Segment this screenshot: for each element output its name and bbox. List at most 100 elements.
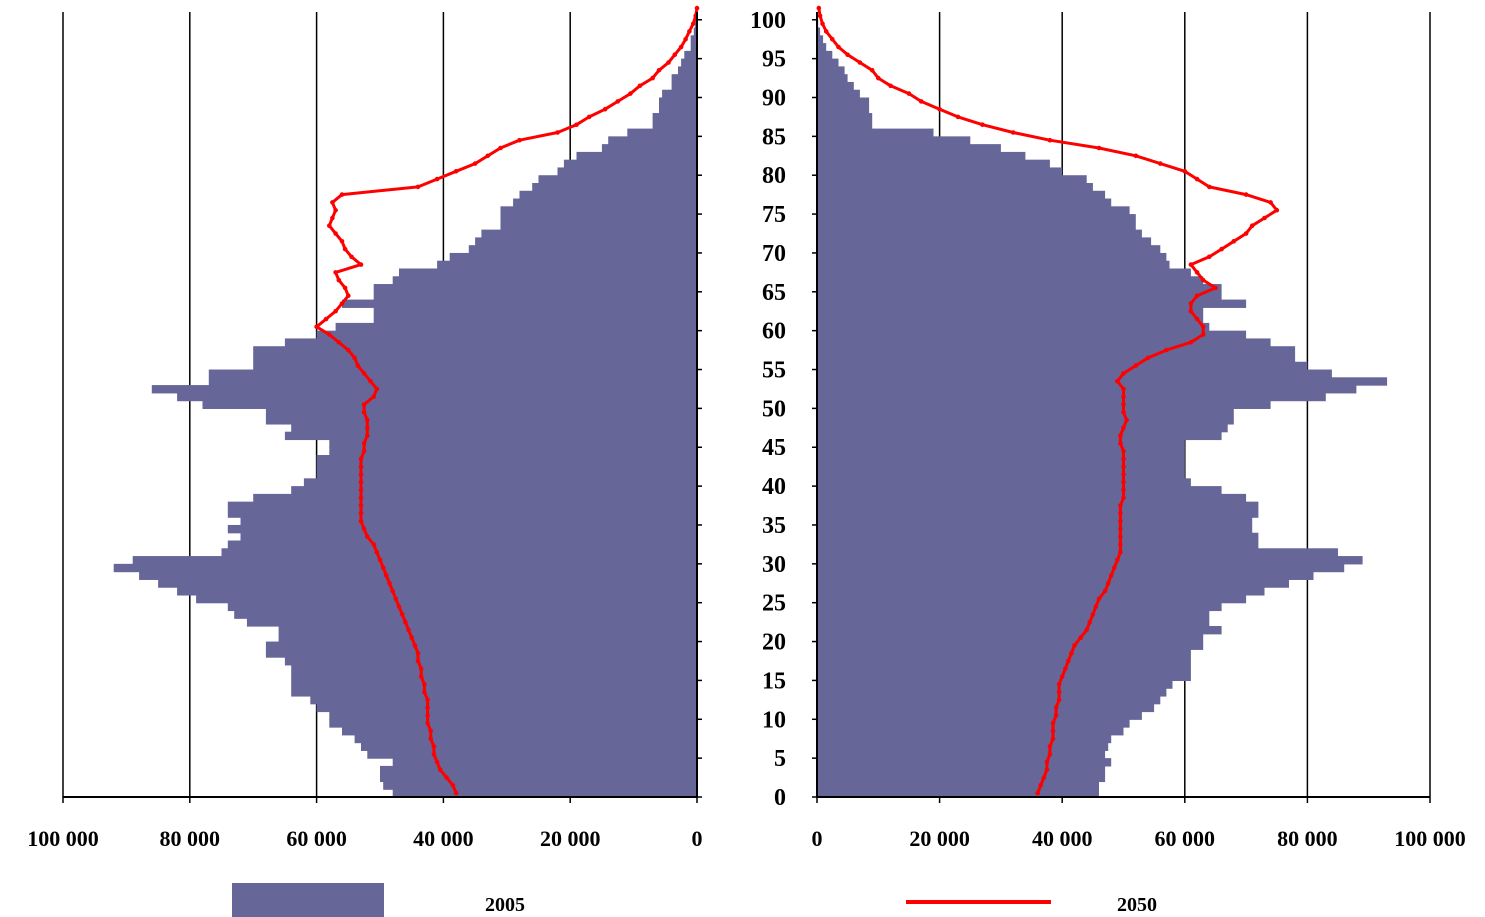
left-bar-age-19 [265, 641, 697, 650]
left-bar-age-83 [601, 144, 697, 153]
right-line-2050 [816, 5, 1280, 796]
left-line-point-age-39 [358, 487, 364, 493]
left-bar-age-84 [608, 136, 697, 145]
left-line-point-age-50 [361, 402, 367, 407]
left-bar-age-95 [684, 50, 697, 60]
left-line-point-age-78 [415, 184, 421, 190]
left-bar-age-27 [158, 579, 698, 588]
left-bar-age-79 [538, 175, 697, 184]
left-bar-age-26 [177, 587, 698, 596]
right-bar-age-5 [817, 750, 1106, 759]
left-line-point-age-28 [384, 573, 389, 578]
age-tick-label-40: 40 [762, 474, 786, 500]
right-line-point-age-63 [1188, 301, 1194, 306]
left-line-point-age-58 [336, 340, 342, 345]
left-bar-age-46 [284, 431, 697, 441]
right-bar-age-38 [817, 493, 1247, 503]
left-line-point-age-47 [365, 425, 370, 431]
left-bar-age-85 [627, 128, 697, 137]
left-line-point-age-40 [358, 479, 364, 485]
left-line-point-age-67 [333, 270, 338, 275]
right-line-point-age-17 [1066, 658, 1071, 664]
left-bar-age-56 [253, 353, 697, 363]
left-line-point-age-90 [628, 91, 633, 96]
left-line-point-age-94 [666, 60, 671, 65]
left-line-point-age-55 [355, 363, 361, 368]
right-bar-age-43 [817, 455, 1185, 464]
left-bar-age-21 [278, 626, 697, 635]
left-line-point-age-82 [485, 153, 491, 159]
left-line-point-age-95 [672, 52, 678, 57]
left-bar-age-70 [468, 245, 697, 254]
left-line-point-age-65 [342, 285, 348, 291]
right-bar-age-53 [817, 377, 1388, 386]
left-line-point-age-27 [387, 581, 392, 586]
left-bar-age-73 [500, 221, 697, 231]
right-bar-age-1 [817, 781, 1099, 790]
right-bar-age-37 [817, 501, 1259, 511]
right-bar-age-54 [817, 369, 1332, 378]
left-bar-age-8 [342, 727, 697, 736]
left-line-point-age-45 [361, 441, 367, 446]
right-bar-age-66 [817, 276, 1204, 285]
left-x-tick-label-3: 40 000 [413, 826, 474, 851]
right-line-point-age-15 [1059, 674, 1065, 679]
left-bar-age-45 [329, 439, 697, 448]
left-bar-age-44 [329, 447, 697, 456]
age-tick-label-5: 5 [774, 746, 786, 772]
right-line-point-age-44 [1121, 448, 1126, 454]
age-tick-label-50: 50 [762, 396, 786, 422]
left-bar-age-59 [316, 330, 697, 340]
right-line-point-age-29 [1112, 565, 1117, 570]
left-bars-2005 [113, 12, 698, 798]
left-line-point-age-16 [418, 666, 424, 672]
left-line-point-age-85 [555, 130, 560, 135]
left-bar-age-82 [576, 151, 697, 161]
left-line-point-age-41 [358, 472, 364, 477]
left-bar-age-16 [291, 664, 697, 674]
right-line-point-age-22 [1087, 619, 1093, 625]
right-line-point-age-32 [1118, 542, 1123, 547]
right-bar-age-15 [817, 672, 1191, 682]
left-bar-age-10 [329, 711, 697, 720]
left-x-tick-label-4: 20 000 [540, 826, 601, 851]
right-bar-age-91 [817, 81, 854, 91]
left-line-point-age-46 [365, 433, 370, 438]
right-line-point-age-16 [1063, 666, 1068, 672]
left-line-point-age-79 [434, 176, 440, 182]
right-bar-age-90 [817, 89, 860, 99]
left-line-point-age-68 [358, 262, 364, 267]
right-bar-age-60 [817, 322, 1210, 332]
right-line-point-age-38 [1121, 495, 1126, 501]
right-bar-age-81 [817, 159, 1050, 169]
age-tick-label-35: 35 [762, 513, 786, 539]
left-bar-age-0 [392, 789, 697, 798]
right-bar-age-58 [817, 338, 1271, 347]
right-line-point-age-26 [1102, 588, 1108, 594]
right-line-point-age-18 [1069, 650, 1074, 656]
right-bar-age-55 [817, 361, 1308, 371]
left-line-point-age-88 [602, 106, 608, 112]
left-bar-age-48 [265, 416, 697, 425]
left-bar-age-37 [227, 501, 698, 511]
left-bar-age-25 [196, 594, 697, 604]
right-line-point-age-12 [1056, 697, 1062, 703]
left-bar-age-38 [253, 493, 697, 503]
right-bar-age-93 [817, 66, 845, 75]
legend-label-2005: 2005 [485, 894, 525, 916]
left-line-point-age-70 [342, 246, 348, 252]
left-line-point-age-12 [425, 697, 430, 703]
right-bar-age-73 [817, 221, 1136, 231]
right-bar-age-64 [817, 291, 1222, 301]
right-line-point-age-100 [817, 13, 823, 19]
right-bar-age-84 [817, 136, 971, 145]
left-line-point-age-18 [415, 650, 421, 656]
left-bar-age-30 [132, 556, 697, 565]
right-bar-age-56 [817, 353, 1296, 363]
left-line-point-age-87 [586, 114, 592, 120]
left-line-point-age-53 [368, 378, 373, 384]
left-line-point-age-75 [333, 207, 338, 213]
left-line-point-age-84 [517, 137, 522, 143]
right-bar-age-48 [817, 416, 1234, 425]
right-x-tick-label-4: 80 000 [1277, 826, 1338, 851]
